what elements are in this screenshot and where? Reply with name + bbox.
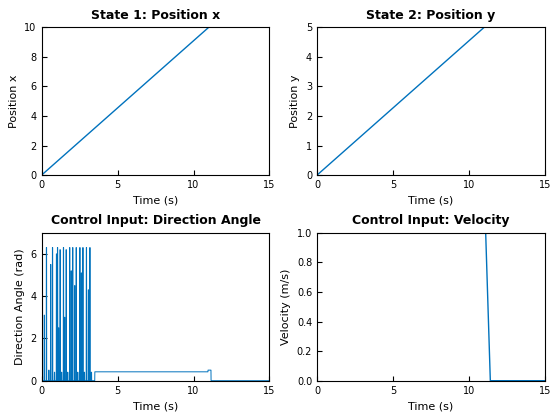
Y-axis label: Direction Angle (rad): Direction Angle (rad) bbox=[15, 248, 25, 365]
X-axis label: Time (s): Time (s) bbox=[408, 401, 454, 411]
Y-axis label: Position x: Position x bbox=[9, 74, 19, 128]
X-axis label: Time (s): Time (s) bbox=[408, 196, 454, 205]
Title: Control Input: Velocity: Control Input: Velocity bbox=[352, 215, 510, 228]
Title: Control Input: Direction Angle: Control Input: Direction Angle bbox=[50, 215, 260, 228]
X-axis label: Time (s): Time (s) bbox=[133, 401, 178, 411]
Title: State 2: Position y: State 2: Position y bbox=[366, 9, 496, 22]
X-axis label: Time (s): Time (s) bbox=[133, 196, 178, 205]
Y-axis label: Velocity (m/s): Velocity (m/s) bbox=[281, 268, 291, 345]
Title: State 1: Position x: State 1: Position x bbox=[91, 9, 220, 22]
Y-axis label: Position y: Position y bbox=[290, 74, 300, 128]
